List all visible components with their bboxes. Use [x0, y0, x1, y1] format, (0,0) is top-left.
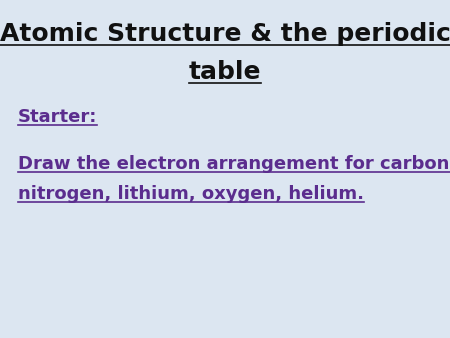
Text: Draw the electron arrangement for carbon,: Draw the electron arrangement for carbon…	[18, 155, 450, 173]
Text: nitrogen, lithium, oxygen, helium.: nitrogen, lithium, oxygen, helium.	[18, 185, 364, 203]
Text: Atomic Structure & the periodic: Atomic Structure & the periodic	[0, 22, 450, 46]
Text: table: table	[189, 60, 261, 84]
Text: Starter:: Starter:	[18, 108, 97, 126]
